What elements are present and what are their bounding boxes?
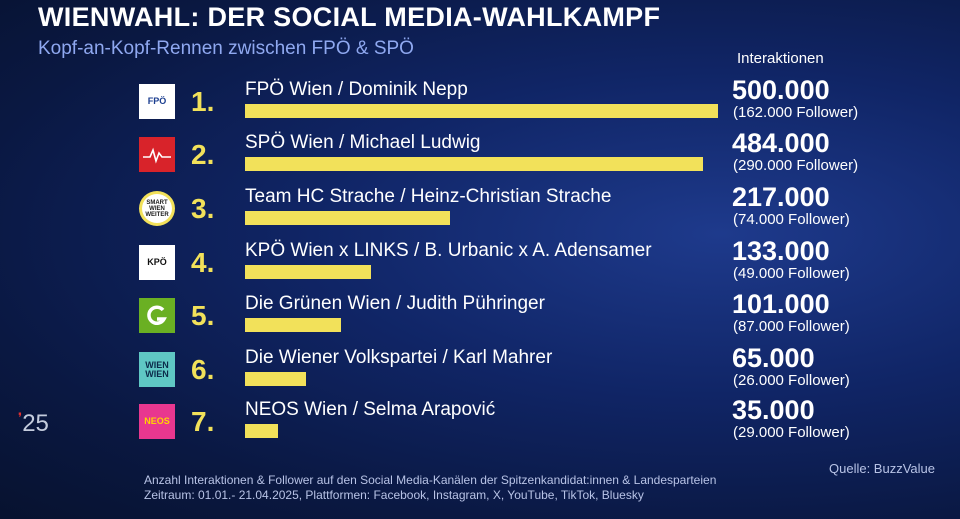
data-label-followers: (74.000 Follower): [733, 211, 850, 228]
footer-period: Zeitraum: 01.01.- 21.04.2025, Plattforme…: [144, 488, 644, 502]
data-label-interactions: 500.000: [732, 75, 830, 105]
data-label-followers: (29.000 Follower): [733, 424, 850, 441]
category-label: Team HC Strache / Heinz-Christian Strach…: [245, 186, 612, 207]
channel-bug: ❜25: [18, 410, 49, 438]
channel-mark-icon: ❜: [18, 410, 23, 425]
data-label-interactions: 484.000: [732, 128, 830, 158]
team-hc-strache-logo-icon: SMART WIEN WEITER: [139, 191, 175, 226]
bar: [245, 424, 278, 438]
rank-label: 2.: [191, 139, 215, 170]
category-label: SPÖ Wien / Michael Ludwig: [245, 132, 481, 153]
data-label-followers: (49.000 Follower): [733, 265, 850, 282]
spoe-logo-icon: [139, 137, 175, 172]
chart-row: NEOS 7. NEOS Wien / Selma Arapović 35.000 (2…: [0, 395, 960, 458]
heartbeat-icon: [143, 147, 171, 164]
data-label-followers: (26.000 Follower): [733, 372, 850, 389]
gruene-logo-icon: [139, 298, 175, 333]
channel-year: 25: [22, 410, 49, 437]
category-label: NEOS Wien / Selma Arapović: [245, 399, 496, 420]
data-label-followers: (290.000 Follower): [733, 157, 859, 174]
value-column-header: Interaktionen: [737, 50, 824, 67]
bar: [245, 157, 703, 171]
source-credit: Quelle: BuzzValue: [829, 461, 935, 476]
data-label-followers: (162.000 Follower): [733, 104, 859, 121]
bar: [245, 211, 450, 225]
category-label: KPÖ Wien x LINKS / B. Urbanic x A. Adens…: [245, 240, 652, 261]
neos-logo-icon: NEOS: [139, 404, 175, 439]
page-subtitle: Kopf-an-Kopf-Rennen zwischen FPÖ & SPÖ: [38, 38, 414, 59]
category-label: Die Wiener Volkspartei / Karl Mahrer: [245, 347, 553, 368]
bar: [245, 372, 306, 386]
bar: [245, 265, 371, 279]
data-label-interactions: 217.000: [732, 182, 830, 212]
rank-label: 7.: [191, 406, 215, 437]
page-title: WIENWAHL: DER SOCIAL MEDIA-WAHLKAMPF: [38, 2, 661, 32]
data-label-interactions: 65.000: [732, 343, 815, 373]
chart-row: SMART WIEN WEITER 3. Team HC Strache / Hei…: [0, 182, 960, 245]
data-label-interactions: 133.000: [732, 236, 830, 266]
wiener-volkspartei-logo-icon: WIEN WIEN: [139, 352, 175, 387]
rank-label: 3.: [191, 193, 215, 224]
chart-row: 5. Die Grünen Wien / Judith Pühringer 101.…: [0, 289, 960, 352]
footer-note: Anzahl Interaktionen & Follower auf den …: [144, 473, 717, 487]
chart-row: 2. SPÖ Wien / Michael Ludwig 484.000 (290.0…: [0, 128, 960, 191]
category-label: FPÖ Wien / Dominik Nepp: [245, 79, 468, 100]
rank-label: 5.: [191, 300, 215, 331]
category-label: Die Grünen Wien / Judith Pühringer: [245, 293, 545, 314]
chart-row: FPÖ 1. FPÖ Wien / Dominik Nepp 500.000 (162.…: [0, 75, 960, 138]
chart-row: WIEN WIEN 6. Die Wiener Volkspartei / Karl…: [0, 343, 960, 406]
chart-row: KPÖ 4. KPÖ Wien x LINKS / B. Urbanic x A. …: [0, 236, 960, 299]
data-label-interactions: 101.000: [732, 289, 830, 319]
rank-label: 1.: [191, 86, 215, 117]
bar: [245, 104, 718, 118]
data-label-interactions: 35.000: [732, 395, 815, 425]
kpoe-logo-icon: KPÖ: [139, 245, 175, 280]
g-icon: [147, 304, 167, 325]
rank-label: 4.: [191, 247, 215, 278]
rank-label: 6.: [191, 354, 215, 385]
bar: [245, 318, 341, 332]
fpoe-logo-icon: FPÖ: [139, 84, 175, 119]
data-label-followers: (87.000 Follower): [733, 318, 850, 335]
